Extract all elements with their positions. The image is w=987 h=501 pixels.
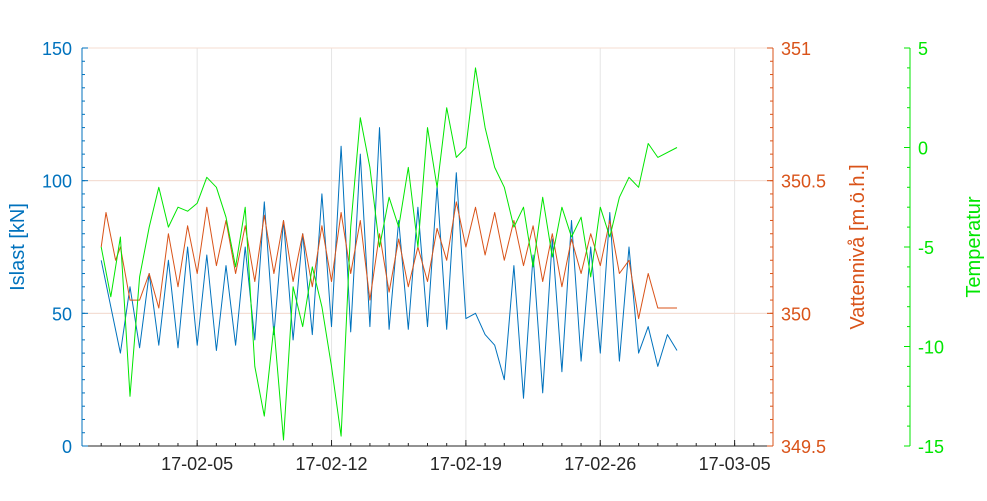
left-tick-label: 50: [52, 304, 72, 324]
outer-tick-label: 5: [918, 39, 928, 59]
left-tick-label: 0: [62, 437, 72, 457]
series-line-islast: [100, 127, 678, 399]
left-axis-label: Islast [kN]: [7, 203, 29, 291]
right-tick-label: 350: [781, 304, 811, 324]
left-tick-label: 150: [42, 39, 72, 59]
series-line-temp: [100, 67, 678, 441]
series-line-vatten: [100, 201, 677, 320]
left-tick-label: 100: [42, 172, 72, 192]
right-tick-label: 349.5: [781, 437, 826, 457]
outer-axis-label: Temperatur: [963, 196, 985, 297]
right-axis-label: Vattennivå [m.ö.h.]: [847, 164, 869, 329]
x-tick-label: 17-02-26: [564, 454, 636, 474]
plot-area: [82, 48, 773, 446]
outer-tick-label: -10: [918, 338, 944, 358]
outer-tick-label: -15: [918, 437, 944, 457]
right-tick-label: 350.5: [781, 172, 826, 192]
outer-tick-label: -5: [918, 238, 934, 258]
x-tick-label: 17-02-05: [161, 454, 233, 474]
x-tick-label: 17-02-12: [295, 454, 367, 474]
right-tick-label: 351: [781, 39, 811, 59]
x-tick-label: 17-02-19: [430, 454, 502, 474]
x-tick-label: 17-03-05: [699, 454, 771, 474]
outer-tick-label: 0: [918, 139, 928, 159]
